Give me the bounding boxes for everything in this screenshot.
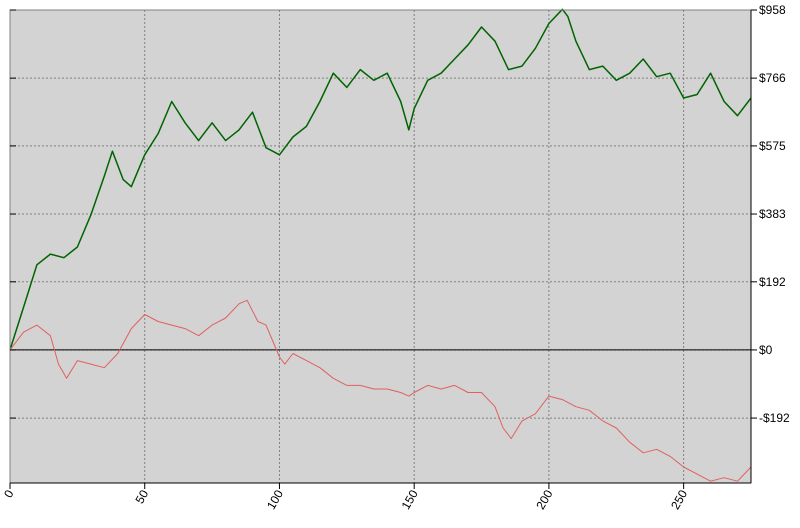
y-tick-label: $766 bbox=[759, 71, 786, 85]
y-axis: $958 $766 $575 $383 $192 $0 -$192 bbox=[10, 3, 790, 483]
y-tick-label: -$192 bbox=[759, 411, 790, 425]
y-tick-label: $192 bbox=[759, 275, 786, 289]
series-line-2 bbox=[9, 299, 752, 482]
plot-background bbox=[10, 10, 751, 483]
x-tick-label: 250 bbox=[668, 487, 690, 512]
x-tick-label: 200 bbox=[533, 487, 555, 512]
series-line-1 bbox=[9, 8, 752, 351]
x-tick-label: 0 bbox=[1, 487, 17, 500]
x-tick-label: 150 bbox=[399, 487, 421, 512]
x-tick-label: 50 bbox=[133, 487, 152, 506]
y-tick-label: $383 bbox=[759, 207, 786, 221]
x-tick-label: 100 bbox=[264, 487, 286, 512]
y-tick-label: $575 bbox=[759, 139, 786, 153]
y-tick-label: $0 bbox=[759, 343, 773, 357]
y-tick-label: $958 bbox=[759, 3, 786, 17]
x-axis: 0 50 100 150 200 250 bbox=[1, 482, 751, 512]
